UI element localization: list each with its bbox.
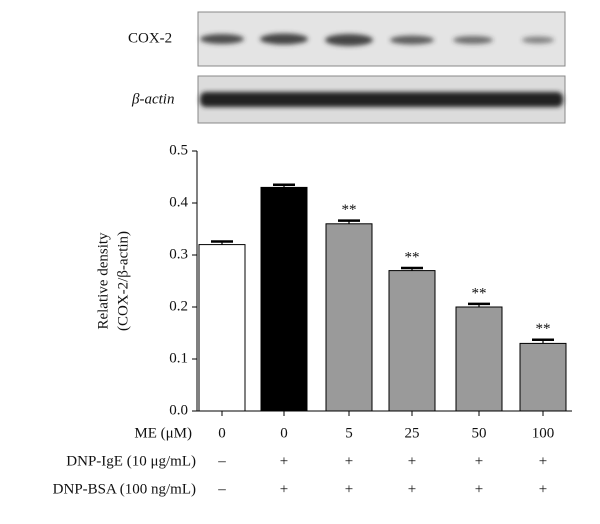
- condition-value: +: [280, 453, 288, 469]
- x-tick-label: 0: [218, 425, 226, 441]
- condition-value: +: [345, 481, 353, 497]
- condition-value: +: [539, 453, 547, 469]
- y-tick-label: 0.3: [169, 246, 188, 262]
- bar: [260, 186, 308, 412]
- blot-label: COX-2: [128, 30, 172, 46]
- condition-value: +: [280, 481, 288, 497]
- condition-value: +: [408, 481, 416, 497]
- x-tick-label: 5: [345, 425, 353, 441]
- bar: [325, 223, 373, 412]
- y-tick-label: 0.4: [169, 194, 188, 210]
- condition-value: +: [475, 481, 483, 497]
- blot-cox2: [197, 11, 566, 67]
- bar: [388, 270, 436, 412]
- x-tick-label: 100: [532, 425, 555, 441]
- bar: [455, 306, 503, 412]
- bar: [519, 342, 567, 412]
- condition-label: DNP-BSA (100 ng/mL): [53, 481, 196, 497]
- x-tick-label: 50: [472, 425, 487, 441]
- condition-value: +: [475, 453, 483, 469]
- condition-value: –: [217, 481, 226, 497]
- significance-label: **: [536, 321, 551, 337]
- condition-label: DNP-IgE (10 μg/mL): [66, 453, 196, 469]
- y-axis-label-line: (COX-2/β-actin): [115, 231, 131, 331]
- y-tick-label: 0.5: [169, 142, 188, 158]
- y-tick-label: 0.0: [169, 402, 188, 418]
- x-tick-label: 25: [405, 425, 420, 441]
- x-tick-label: 0: [280, 425, 288, 441]
- condition-value: +: [539, 481, 547, 497]
- blot-actin: [197, 75, 566, 124]
- condition-value: +: [345, 453, 353, 469]
- blot-label: β-actin: [131, 91, 174, 107]
- significance-label: **: [342, 202, 357, 218]
- condition-value: +: [408, 453, 416, 469]
- y-tick-label: 0.2: [169, 298, 188, 314]
- condition-value: –: [217, 453, 226, 469]
- significance-label: **: [472, 285, 487, 301]
- y-tick-label: 0.1: [169, 350, 188, 366]
- bar: [198, 244, 246, 412]
- y-axis-label-line: Relative density: [95, 232, 111, 330]
- category-label: ME (μM): [134, 425, 192, 441]
- y-axis-label: Relative density (COX-2/β-actin): [95, 231, 131, 331]
- significance-label: **: [405, 249, 420, 265]
